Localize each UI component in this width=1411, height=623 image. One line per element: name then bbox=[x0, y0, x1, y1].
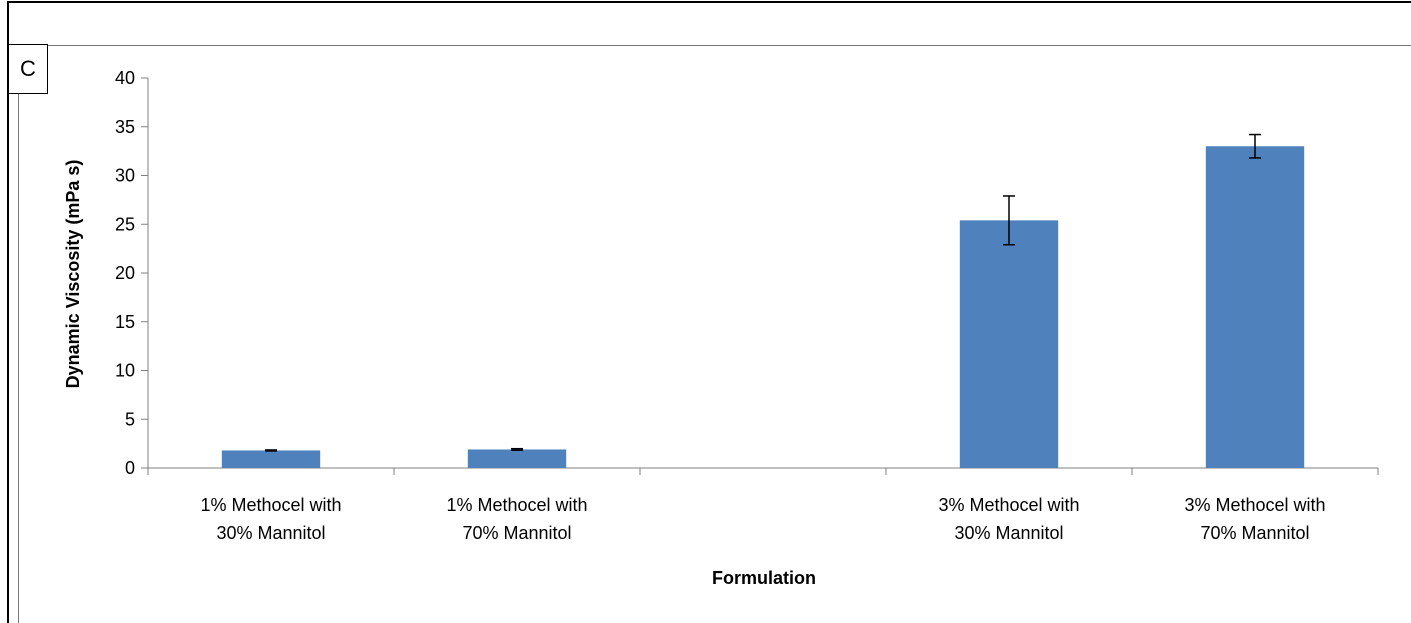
y-tick-label: 10 bbox=[115, 361, 135, 381]
bar bbox=[959, 220, 1059, 468]
bar bbox=[1205, 146, 1305, 468]
x-category-label: 1% Methocel with bbox=[200, 495, 341, 515]
x-category-label: 70% Mannitol bbox=[1200, 523, 1309, 543]
y-tick-label: 40 bbox=[115, 68, 135, 88]
x-category-label: 30% Mannitol bbox=[216, 523, 325, 543]
x-axis-categories: 1% Methocel with 30% Mannitol 1% Methocel … bbox=[200, 495, 1325, 543]
error-bar bbox=[1249, 133, 1261, 159]
error-bar bbox=[265, 449, 277, 452]
x-axis-title: Formulation bbox=[712, 568, 816, 588]
axes bbox=[147, 78, 1379, 475]
y-tick-label: 35 bbox=[115, 117, 135, 137]
bars bbox=[221, 146, 1305, 468]
y-tick-label: 25 bbox=[115, 214, 135, 234]
x-category-label: 30% Mannitol bbox=[954, 523, 1063, 543]
x-category-label: 3% Methocel with bbox=[1184, 495, 1325, 515]
y-axis-title: Dynamic Viscosity (mPa s) bbox=[63, 160, 83, 389]
figure-outer-frame bbox=[7, 1, 1411, 623]
x-category-label: 3% Methocel with bbox=[938, 495, 1079, 515]
y-tick-label: 5 bbox=[125, 409, 135, 429]
error-bar bbox=[1003, 195, 1015, 246]
y-tick-label: 15 bbox=[115, 312, 135, 332]
y-axis-ticks: 0 5 10 15 20 25 30 35 40 bbox=[115, 68, 148, 478]
y-tick-label: 20 bbox=[115, 263, 135, 283]
y-tick-label: 0 bbox=[125, 458, 135, 478]
y-tick-label: 30 bbox=[115, 166, 135, 186]
panel-label: C bbox=[8, 44, 48, 94]
chart-area-frame bbox=[18, 45, 1411, 623]
error-bar bbox=[511, 447, 523, 452]
bar bbox=[467, 449, 567, 468]
bar bbox=[221, 450, 321, 468]
x-category-label: 70% Mannitol bbox=[462, 523, 571, 543]
x-category-label: 1% Methocel with bbox=[446, 495, 587, 515]
error-bars bbox=[265, 133, 1261, 452]
